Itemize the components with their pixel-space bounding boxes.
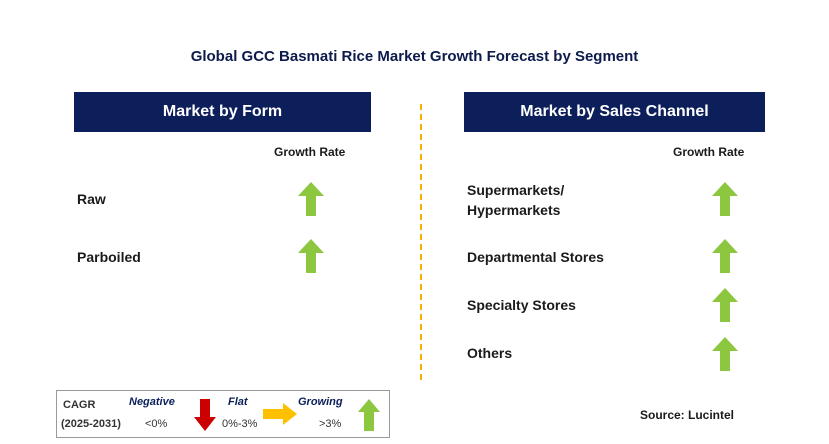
form-growth-rate-header: Growth Rate bbox=[274, 145, 346, 159]
chart-title: Global GCC Basmati Rice Market Growth Fo… bbox=[190, 48, 639, 65]
form-row-raw: Raw bbox=[77, 191, 106, 207]
legend-negative-label: Negative bbox=[129, 396, 175, 408]
orange-right-arrow-icon bbox=[263, 403, 297, 425]
sales-row-specialty: Specialty Stores bbox=[467, 297, 576, 313]
sales-row-others: Others bbox=[467, 345, 513, 361]
red-down-arrow-icon bbox=[194, 399, 216, 431]
legend-growing-range: >3% bbox=[319, 418, 342, 430]
sales-channel-growth-rate-header: Growth Rate bbox=[673, 145, 745, 159]
cagr-legend: CAGR (2025-2031) Negative <0% Flat 0%-3%… bbox=[56, 390, 390, 438]
source-note: Source: Lucintel bbox=[640, 408, 735, 422]
legend-flat-range: 0%-3% bbox=[222, 418, 258, 430]
form-panel-header: Market by Form bbox=[74, 92, 371, 132]
sales-row-supermarkets-line1: Supermarkets/ bbox=[467, 182, 565, 198]
legend-negative-range: <0% bbox=[145, 418, 168, 430]
sales-row-supermarkets-line2: Hypermarkets bbox=[467, 202, 561, 218]
green-up-arrow-icon bbox=[712, 337, 738, 371]
green-up-arrow-icon bbox=[712, 182, 738, 216]
green-up-arrow-icon bbox=[712, 288, 738, 322]
legend-growing-label: Growing bbox=[298, 396, 343, 408]
green-up-arrow-icon bbox=[298, 182, 324, 216]
legend-cagr-label: CAGR bbox=[63, 399, 96, 411]
form-row-parboiled: Parboiled bbox=[77, 249, 141, 265]
legend-period-label: (2025-2031) bbox=[61, 418, 121, 430]
green-up-arrow-icon bbox=[298, 239, 324, 273]
legend-flat-label: Flat bbox=[228, 396, 248, 408]
green-up-arrow-icon bbox=[358, 399, 380, 431]
green-up-arrow-icon bbox=[712, 239, 738, 273]
panel-divider bbox=[420, 104, 422, 380]
sales-row-supermarkets: Supermarkets/ Hypermarkets bbox=[467, 180, 564, 220]
sales-row-departmental: Departmental Stores bbox=[467, 249, 604, 265]
sales-channel-panel-header: Market by Sales Channel bbox=[464, 92, 765, 132]
